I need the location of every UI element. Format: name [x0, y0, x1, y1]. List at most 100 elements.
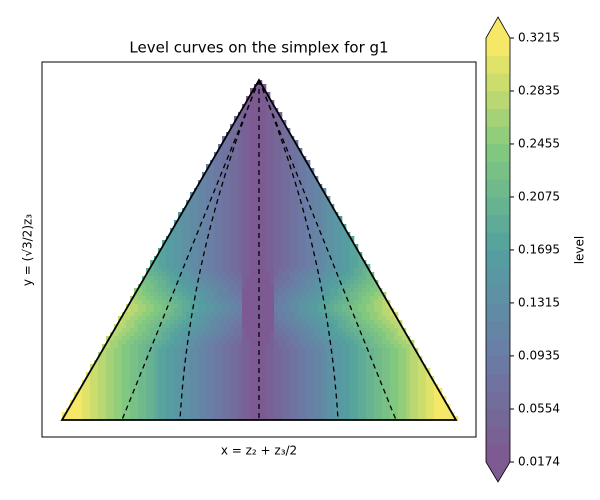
contour-cell — [218, 372, 223, 377]
contour-cell — [130, 352, 135, 357]
contour-cell — [86, 380, 91, 385]
contour-cell — [146, 272, 151, 277]
contour-cell — [114, 344, 119, 349]
contour-cell — [230, 272, 235, 277]
contour-cell — [262, 236, 267, 241]
contour-cell — [82, 408, 87, 413]
contour-cell — [254, 172, 259, 177]
contour-cell — [306, 412, 311, 417]
contour-cell — [258, 120, 263, 125]
contour-cell — [242, 124, 247, 129]
contour-cell — [238, 172, 243, 177]
contour-cell — [322, 208, 327, 213]
contour-cell — [230, 148, 235, 153]
contour-cell — [190, 228, 195, 233]
contour-cell — [246, 168, 251, 173]
contour-cell — [350, 264, 355, 269]
contour-cell — [326, 368, 331, 373]
contour-cell — [318, 224, 323, 229]
contour-cell — [306, 180, 311, 185]
contour-cell — [62, 412, 67, 417]
contour-cell — [74, 408, 79, 413]
contour-cell — [270, 256, 275, 261]
contour-cell — [230, 196, 235, 201]
contour-cell — [238, 380, 243, 385]
contour-cell — [186, 380, 191, 385]
contour-cell — [194, 304, 199, 309]
contour-cell — [358, 268, 363, 273]
contour-cell — [346, 288, 351, 293]
contour-cell — [394, 348, 399, 353]
contour-cell — [342, 392, 347, 397]
contour-cell — [274, 396, 279, 401]
contour-cell — [242, 300, 247, 305]
contour-cell — [226, 404, 231, 409]
contour-cell — [326, 332, 331, 337]
contour-cell — [150, 388, 155, 393]
contour-cell — [386, 312, 391, 317]
contour-cell — [246, 100, 251, 105]
contour-cell — [394, 388, 399, 393]
contour-cell — [306, 200, 311, 205]
contour-cell — [222, 180, 227, 185]
contour-cell — [410, 384, 415, 389]
contour-cell — [198, 244, 203, 249]
contour-cell — [338, 220, 343, 225]
contour-cell — [426, 388, 431, 393]
contour-cell — [262, 152, 267, 157]
contour-cell — [162, 320, 167, 325]
contour-cell — [66, 416, 71, 421]
contour-cell — [290, 360, 295, 365]
contour-cell — [202, 340, 207, 345]
contour-cell — [182, 256, 187, 261]
contour-cell — [306, 196, 311, 201]
contour-cell — [166, 268, 171, 273]
contour-cell — [230, 376, 235, 381]
contour-cell — [142, 400, 147, 405]
contour-cell — [378, 364, 383, 369]
contour-cell — [322, 224, 327, 229]
contour-cell — [278, 296, 283, 301]
contour-cell — [230, 204, 235, 209]
contour-cell — [342, 248, 347, 253]
contour-cell — [326, 232, 331, 237]
contour-cell — [210, 208, 215, 213]
contour-cell — [302, 328, 307, 333]
contour-cell — [174, 296, 179, 301]
contour-cell — [318, 196, 323, 201]
contour-cell — [262, 300, 267, 305]
contour-cell — [266, 380, 271, 385]
contour-cell — [330, 252, 335, 257]
contour-cell — [318, 248, 323, 253]
contour-cell — [358, 260, 363, 265]
contour-cell — [242, 144, 247, 149]
contour-cell — [174, 256, 179, 261]
contour-cell — [230, 188, 235, 193]
contour-cell — [258, 304, 263, 309]
contour-cell — [218, 328, 223, 333]
contour-cell — [242, 188, 247, 193]
contour-cell — [138, 288, 143, 293]
contour-cell — [134, 324, 139, 329]
contour-cell — [234, 408, 239, 413]
contour-cell — [358, 388, 363, 393]
contour-cell — [426, 372, 431, 377]
contour-cell — [234, 164, 239, 169]
contour-cell — [294, 388, 299, 393]
contour-cell — [374, 328, 379, 333]
contour-cell — [86, 412, 91, 417]
contour-cell — [274, 224, 279, 229]
contour-cell — [374, 296, 379, 301]
contour-cell — [110, 392, 115, 397]
contour-cell — [246, 212, 251, 217]
contour-cell — [202, 312, 207, 317]
contour-cell — [406, 356, 411, 361]
contour-cell — [234, 416, 239, 421]
contour-cell — [90, 384, 95, 389]
contour-cell — [174, 372, 179, 377]
contour-cell — [258, 384, 263, 389]
contour-cell — [214, 240, 219, 245]
contour-cell — [354, 388, 359, 393]
contour-cell — [410, 352, 415, 357]
contour-cell — [258, 292, 263, 297]
